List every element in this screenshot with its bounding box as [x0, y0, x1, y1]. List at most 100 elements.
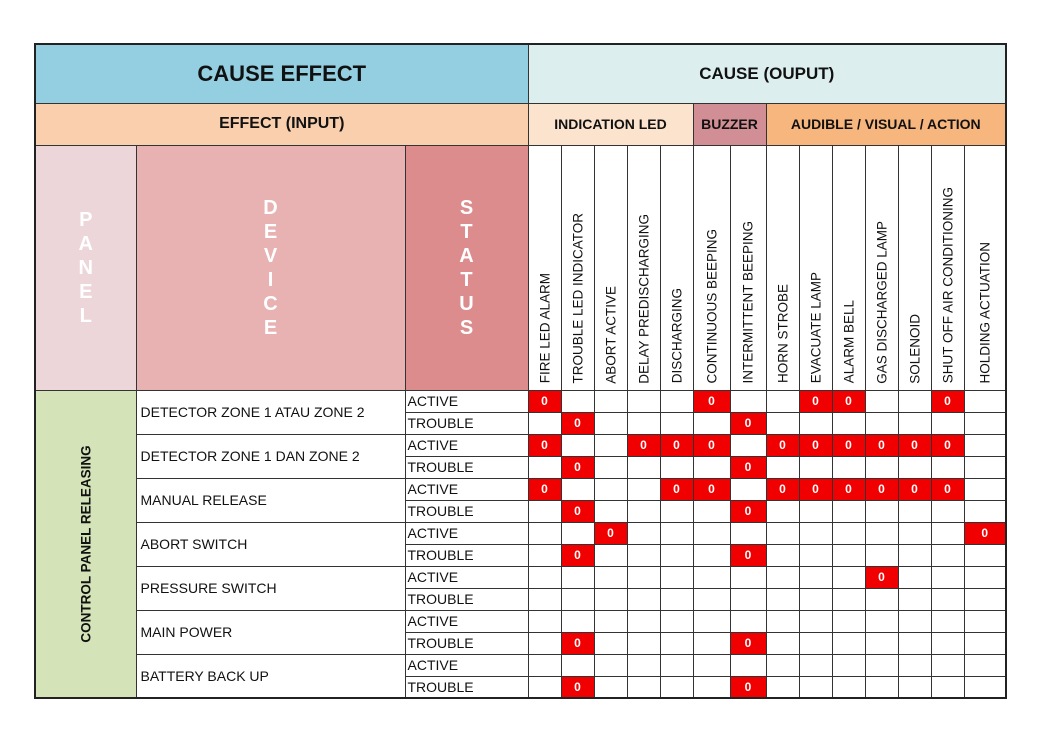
active-output-mark: 0: [864, 433, 899, 457]
matrix-cell: [626, 631, 661, 655]
matrix-cell: [798, 565, 833, 589]
matrix-cell: [659, 499, 694, 523]
table-row: ABORT SWITCH ACTIVE 0 0: [35, 521, 1007, 567]
matrix-cell: [963, 675, 1007, 699]
table-row: MANUAL RELEASE ACTIVE 0 0 0 0 0 0 0 0 0: [35, 477, 1007, 523]
matrix-cell: [831, 653, 866, 677]
active-output-mark: 0: [930, 389, 965, 413]
active-output-mark: 0: [798, 389, 833, 413]
matrix-cell: [930, 609, 965, 633]
column-header: ABORT ACTIVE: [593, 144, 628, 391]
active-output-mark: 0: [626, 433, 661, 457]
active-output-mark: 0: [659, 433, 694, 457]
column-header: ALARM BELL: [831, 144, 866, 391]
active-output-mark: 0: [527, 389, 562, 413]
matrix-cell: [626, 411, 661, 435]
device-header-letter: E: [263, 316, 278, 339]
panel-label: CONTROL PANEL RELEASING: [78, 445, 94, 643]
device-name: MAIN POWER: [135, 609, 406, 655]
matrix-cell: [593, 631, 628, 655]
matrix-cell: [729, 609, 767, 633]
matrix-cell: [864, 543, 899, 567]
matrix-cell: [765, 411, 800, 435]
column-header: GAS DISCHARGED LAMP: [864, 144, 899, 391]
status-label: ACTIVE: [404, 521, 529, 545]
matrix-cell: [798, 631, 833, 655]
matrix-cell: [831, 565, 866, 589]
active-output-mark: 0: [527, 433, 562, 457]
matrix-cell: [963, 543, 1007, 567]
matrix-cell: [659, 455, 694, 479]
active-output-mark: 0: [560, 675, 595, 699]
matrix-cell: [729, 477, 767, 501]
column-header-label: EVACUATE LAMP: [807, 272, 823, 384]
active-output-mark: 0: [831, 477, 866, 501]
matrix-cell: [659, 653, 694, 677]
group-audible-visual-action: AUDIBLE / VISUAL / ACTION: [765, 102, 1007, 146]
device-name: BATTERY BACK UP: [135, 653, 406, 699]
matrix-cell: [897, 499, 932, 523]
device-name: PRESSURE SWITCH: [135, 565, 406, 611]
matrix-cell: [692, 565, 731, 589]
active-output-mark: 0: [864, 477, 899, 501]
matrix-cell: [527, 631, 562, 655]
matrix-cell: [765, 631, 800, 655]
active-output-mark: 0: [729, 675, 767, 699]
matrix-cell: [963, 653, 1007, 677]
matrix-cell: [897, 389, 932, 413]
matrix-cell: [692, 587, 731, 611]
matrix-cell: [692, 675, 731, 699]
matrix-cell: [831, 455, 866, 479]
matrix-cell: [963, 609, 1007, 633]
matrix-cell: [864, 653, 899, 677]
matrix-cell: [692, 411, 731, 435]
matrix-cell: [963, 433, 1007, 457]
column-header: HOLDING ACTUATION: [963, 144, 1007, 391]
panel-cell: CONTROL PANEL RELEASING: [34, 389, 137, 699]
device-header-letter: V: [263, 244, 278, 267]
matrix-cell: [798, 587, 833, 611]
status-header-letter: A: [459, 244, 474, 267]
matrix-cell: [593, 609, 628, 633]
matrix-cell: [897, 631, 932, 655]
matrix-cell: [659, 565, 694, 589]
status-header-letter: S: [459, 196, 474, 219]
active-output-mark: 0: [831, 389, 866, 413]
matrix-cell: [765, 499, 800, 523]
matrix-cell: [963, 455, 1007, 479]
matrix-cell: [798, 653, 833, 677]
matrix-cell: [527, 653, 562, 677]
matrix-cell: [930, 521, 965, 545]
matrix-cell: [897, 543, 932, 567]
matrix-cell: [626, 587, 661, 611]
matrix-cell: [593, 389, 628, 413]
matrix-cell: [765, 653, 800, 677]
matrix-cell: [659, 411, 694, 435]
matrix-cell: [692, 521, 731, 545]
matrix-cell: [765, 565, 800, 589]
panel-header-letter: A: [78, 232, 93, 255]
matrix-cell: [930, 455, 965, 479]
matrix-cell: [765, 675, 800, 699]
column-header: SOLENOID: [897, 144, 932, 391]
cause-effect-title: CAUSE EFFECT: [34, 43, 529, 104]
matrix-cell: [930, 631, 965, 655]
table-row: TROUBLE 0 0: [35, 411, 1007, 435]
matrix-cell: [659, 675, 694, 699]
active-output-mark: 0: [593, 521, 628, 545]
matrix-cell: [593, 433, 628, 457]
matrix-cell: [626, 455, 661, 479]
column-header: DELAY PREDISCHARGING: [626, 144, 661, 391]
matrix-cell: [729, 521, 767, 545]
matrix-cell: [626, 477, 661, 501]
matrix-cell: [798, 455, 833, 479]
active-output-mark: 0: [560, 411, 595, 435]
matrix-cell: [729, 565, 767, 589]
matrix-cell: [798, 609, 833, 633]
active-output-mark: 0: [527, 477, 562, 501]
device-header-letter: C: [263, 292, 278, 315]
